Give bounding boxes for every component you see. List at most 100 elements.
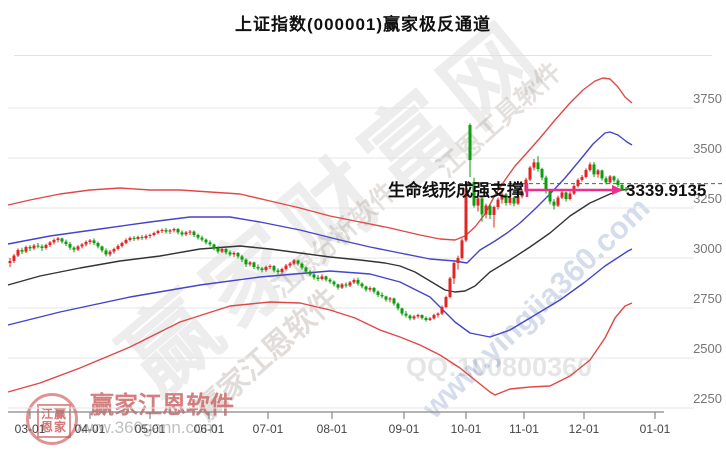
seal-stamp-characters: 江赢 恩家 [37,404,71,438]
candle [408,315,412,319]
candle [584,170,588,177]
candle [388,298,392,300]
candle [212,244,216,249]
x-tick-label: 06-01 [194,422,225,436]
candle [160,230,164,231]
candle [316,277,320,279]
candle [536,162,540,169]
candle [620,185,624,190]
candle [448,278,452,297]
candle [48,242,52,245]
candle [80,244,84,247]
inner-upper-blue [7,131,633,264]
candle [608,176,612,183]
candle [200,237,204,240]
x-tick-label: 01-01 [640,422,671,436]
candle [328,279,332,282]
candle [376,291,380,295]
candle [40,246,44,248]
candle [604,178,608,183]
candle [312,274,316,278]
candle [364,286,368,290]
candle [132,238,136,239]
outer-lower-red [7,301,633,396]
candle [404,313,408,316]
candle [236,253,240,257]
candle [432,315,436,319]
x-axis: 03-01 04-01 05-01 06-01 07-01 08-01 09-01 10-01… [8,411,671,436]
candle [76,246,80,250]
candle [156,231,160,233]
y-axis-labels: 3750 3500 3250 3000 2750 2500 2250 [693,91,722,406]
y-tick-label: 3000 [693,241,722,256]
x-tick-label: 08-01 [317,422,348,436]
candle [540,169,544,178]
candle [352,280,356,283]
candle [112,249,116,252]
candle [116,246,120,249]
candle [68,244,72,248]
candle [100,246,104,251]
candle [16,250,20,256]
candle [420,315,424,318]
annotation-text-layer: 生命线形成强支撑 3339.9135 [388,180,706,200]
candle [372,288,376,292]
annotation-value: 3339.9135 [626,181,706,200]
candle [552,201,556,206]
candle [240,256,244,260]
candle [148,235,152,236]
candle [336,284,340,288]
candle [560,192,564,198]
annotation-label: 生命线形成强支撑 [388,180,524,200]
candle [268,266,272,267]
candle [496,199,500,207]
candle [84,242,88,245]
candle [164,230,168,232]
candles-layer [8,123,628,322]
y-tick-label: 2750 [693,291,722,306]
candle [500,194,504,200]
candle [452,263,456,279]
candle [528,167,532,180]
candle [44,245,48,248]
candle [332,281,336,285]
candle [60,238,64,242]
y-tick-label: 3250 [693,191,722,206]
candle [580,177,584,180]
candle [296,260,300,264]
candle [168,230,172,232]
candle [440,307,444,314]
candle [624,189,628,191]
outer-upper-red [7,77,633,241]
inner-lower-blue [7,248,633,338]
candle [272,266,276,271]
candle [128,238,132,240]
candle [32,245,36,249]
candle [460,240,464,258]
candle [504,194,508,203]
candle [516,196,520,204]
candle [264,267,268,270]
candle [548,191,552,202]
x-tick-label: 05-01 [135,422,166,436]
candle [348,282,352,286]
candle [196,235,200,238]
candle [596,170,600,175]
candle [360,283,364,287]
candle [244,259,248,265]
candle [300,263,304,268]
candle [72,247,76,250]
candle [384,296,388,300]
candle [52,240,56,243]
y-tick-label: 3500 [693,141,722,156]
candle [472,182,476,206]
candle [28,247,32,249]
candle [152,233,156,235]
candle [228,252,232,255]
candle [172,229,176,231]
x-tick-label: 03-01 [15,422,46,436]
x-tick-label: 12-01 [569,422,600,436]
title-divider [14,55,712,56]
